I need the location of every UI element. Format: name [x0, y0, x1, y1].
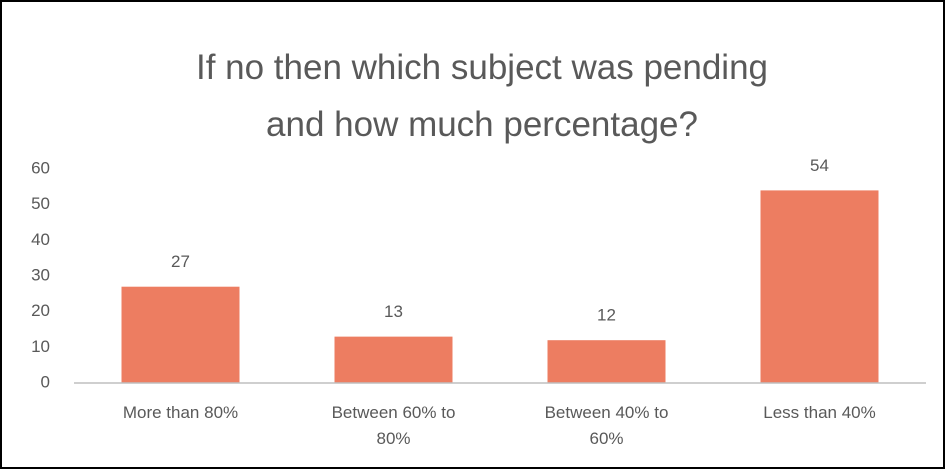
- y-tick-label: 50: [31, 194, 50, 213]
- data-label: 54: [810, 156, 829, 175]
- chart-title: If no then which subject was pending and …: [196, 48, 768, 144]
- bar: [547, 340, 666, 383]
- data-label: 12: [597, 306, 616, 325]
- bar: [121, 286, 240, 383]
- x-tick-label: More than 80%: [123, 403, 238, 422]
- y-tick-label: 10: [31, 337, 50, 356]
- y-tick-label: 20: [31, 301, 50, 320]
- data-label: 27: [171, 252, 190, 271]
- data-label: 13: [384, 302, 403, 321]
- y-tick-label: 0: [41, 372, 50, 391]
- x-tick-label: Between 60% to 80%: [332, 403, 456, 448]
- y-tick-label: 60: [31, 158, 50, 177]
- x-tick-label: Between 40% to 60%: [545, 403, 669, 448]
- bar: [760, 190, 879, 383]
- bar: [334, 336, 453, 383]
- y-tick-label: 30: [31, 265, 50, 284]
- y-tick-label: 40: [31, 230, 50, 249]
- x-tick-label: Less than 40%: [763, 403, 875, 422]
